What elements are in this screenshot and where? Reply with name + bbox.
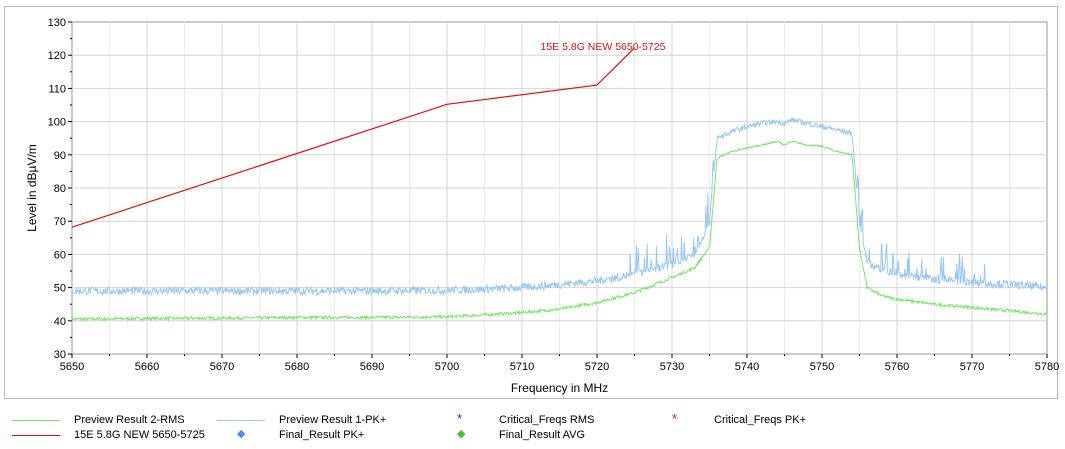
x-tick-label: 5680 xyxy=(285,361,309,373)
y-tick-labels: 30 40 50 60 70 80 90 100 110 120 130 xyxy=(48,17,66,361)
x-tick-label: 5660 xyxy=(135,361,159,373)
pk-line-icon xyxy=(217,414,265,426)
x-axis-label: Frequency in MHz xyxy=(511,381,608,395)
series-line-limit xyxy=(71,47,635,228)
rms-line-icon xyxy=(12,414,60,426)
diamond-icon: ◆ xyxy=(237,428,246,440)
asterisk-icon: * xyxy=(457,411,463,426)
x-tick-label: 5730 xyxy=(660,361,684,373)
y-tick-label: 80 xyxy=(54,183,66,195)
limit-line-label: 15E 5.8G NEW 5650-5725 xyxy=(541,41,666,53)
y-tick-label: 120 xyxy=(48,50,66,62)
x-tick-label: 5710 xyxy=(510,361,534,373)
asterisk-icon: * xyxy=(672,411,678,426)
legend-label: Preview Result 2-RMS xyxy=(74,414,185,426)
grid xyxy=(71,21,1048,355)
diamond-icon: ◆ xyxy=(457,428,466,440)
series-line-pk xyxy=(71,117,1048,297)
legend-label: Preview Result 1-PK+ xyxy=(279,414,387,426)
x-tick-label: 5780 xyxy=(1035,361,1059,373)
y-tick-label: 130 xyxy=(48,17,66,29)
series-line-rms xyxy=(71,140,1048,322)
x-tick-labels: 5650 5660 5670 5680 5690 5700 5710 5720 5730 5740… xyxy=(60,361,1059,373)
x-tick-label: 5690 xyxy=(360,361,384,373)
legend: Preview Result 2-RMS Preview Result 1-PK… xyxy=(0,411,1065,444)
legend-label: Final_Result PK+ xyxy=(279,429,365,441)
y-tick-label: 60 xyxy=(54,249,66,261)
series-lines xyxy=(71,47,1048,322)
legend-item-limit: 15E 5.8G NEW 5650-5725 xyxy=(12,429,205,441)
limit-line-icon xyxy=(12,429,60,441)
legend-label: Critical_Freqs PK+ xyxy=(714,414,807,426)
x-tick-label: 5650 xyxy=(60,361,84,373)
y-tick-label: 100 xyxy=(48,117,66,129)
y-tick-label: 70 xyxy=(54,216,66,228)
tick-marks xyxy=(68,21,1048,358)
legend-item-pk: Preview Result 1-PK+ xyxy=(217,414,386,426)
x-tick-label: 5750 xyxy=(810,361,834,373)
line-chart: 5650 5660 5670 5680 5690 5700 5710 5720 5730 5740… xyxy=(25,17,1059,395)
legend-item-final-avg: ◆ Final_Result AVG xyxy=(437,428,586,441)
legend-label: 15E 5.8G NEW 5650-5725 xyxy=(74,429,205,441)
x-tick-label: 5760 xyxy=(885,361,909,373)
x-tick-label: 5720 xyxy=(585,361,609,373)
x-tick-label: 5770 xyxy=(960,361,984,373)
x-tick-label: 5700 xyxy=(435,361,459,373)
legend-item-rms: Preview Result 2-RMS xyxy=(12,414,185,426)
y-tick-label: 40 xyxy=(54,316,66,328)
y-tick-label: 30 xyxy=(54,349,66,361)
y-axis-label: Level in dBµV/m xyxy=(25,144,39,232)
y-tick-label: 50 xyxy=(54,283,66,295)
legend-item-crit-pk: * Critical_Freqs PK+ xyxy=(652,411,807,427)
legend-label: Critical_Freqs RMS xyxy=(499,414,595,426)
y-tick-label: 110 xyxy=(48,83,66,95)
chart-frame xyxy=(4,6,1058,399)
y-tick-label: 90 xyxy=(54,150,66,162)
legend-item-crit-rms: * Critical_Freqs RMS xyxy=(437,411,595,427)
legend-item-final-pk: ◆ Final_Result PK+ xyxy=(217,428,365,441)
x-tick-label: 5670 xyxy=(210,361,234,373)
legend-label: Final_Result AVG xyxy=(499,429,586,441)
x-tick-label: 5740 xyxy=(735,361,759,373)
